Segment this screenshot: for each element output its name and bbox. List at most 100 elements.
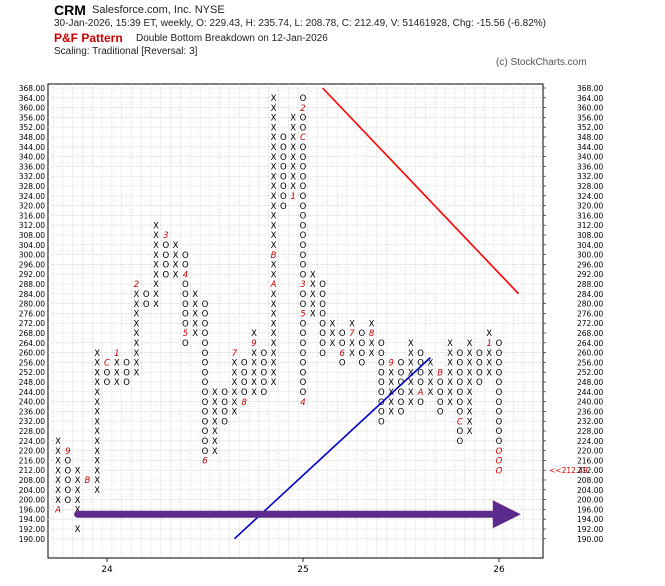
x-box: X <box>271 153 277 163</box>
y-tick-label-left: 268.00 <box>19 329 45 338</box>
x-box: X <box>114 368 120 378</box>
x-box: X <box>329 329 335 339</box>
o-box: O <box>300 241 307 251</box>
o-box: O <box>202 447 209 457</box>
x-box: X <box>173 251 179 261</box>
o-box: 9 <box>65 447 70 457</box>
y-tick-label-right: 280.00 <box>577 300 603 309</box>
y-tick-label-right: 194.00 <box>577 515 603 524</box>
x-box: X <box>55 437 61 447</box>
o-box: O <box>378 368 385 378</box>
y-tick-label-left: 324.00 <box>19 192 45 201</box>
o-box: O <box>456 368 463 378</box>
y-tick-label-left: 194.00 <box>19 515 45 524</box>
o-box: O <box>496 349 503 359</box>
o-box: O <box>496 368 503 378</box>
o-box: O <box>437 378 444 388</box>
x-box: X <box>271 182 277 192</box>
x-tick-label: 24 <box>101 565 113 575</box>
x-tick-label: 26 <box>493 565 505 575</box>
o-box: O <box>280 153 287 163</box>
x-box: X <box>212 427 218 437</box>
y-tick-label-right: 268.00 <box>577 329 603 338</box>
y-tick-label-right: 328.00 <box>577 182 603 191</box>
y-tick-label-left: 292.00 <box>19 270 45 279</box>
o-box: O <box>358 339 365 349</box>
x-box: 7 <box>349 329 355 339</box>
o-box: O <box>202 319 209 329</box>
x-box: X <box>133 300 139 310</box>
y-tick-label-right: 320.00 <box>577 202 603 211</box>
y-tick-label-left: 284.00 <box>19 290 45 299</box>
o-box: O <box>64 496 71 506</box>
x-box: X <box>271 270 277 280</box>
y-tick-label-left: 320.00 <box>19 202 45 211</box>
o-box: O <box>437 408 444 418</box>
x-box: X <box>271 104 277 114</box>
o-box: O <box>280 182 287 192</box>
x-box: X <box>173 261 179 271</box>
trend-arrow-head <box>492 500 521 529</box>
o-box: 3 <box>163 231 168 241</box>
x-box: X <box>94 486 100 496</box>
o-box: O <box>496 447 503 457</box>
o-box: O <box>456 359 463 369</box>
x-box: X <box>231 378 237 388</box>
copyright: (c) StockCharts.com <box>496 57 587 68</box>
y-tick-label-left: 220.00 <box>19 447 45 456</box>
o-box: O <box>202 427 209 437</box>
o-box: O <box>300 143 307 153</box>
x-box: X <box>212 398 218 408</box>
support-trendline <box>233 356 431 540</box>
o-box: O <box>476 368 483 378</box>
o-box: O <box>339 339 346 349</box>
x-box: X <box>271 319 277 329</box>
o-box: O <box>300 261 307 271</box>
o-box: O <box>496 359 503 369</box>
y-tick-label-left: 280.00 <box>19 300 45 309</box>
x-box: X <box>271 261 277 271</box>
x-box: X <box>55 476 61 486</box>
o-box: O <box>319 329 326 339</box>
y-tick-label-right: 208.00 <box>577 476 603 485</box>
o-box: 5 <box>300 310 305 320</box>
x-box: X <box>251 368 257 378</box>
x-box: 9 <box>388 359 393 369</box>
x-box: X <box>447 398 453 408</box>
o-box: O <box>162 251 169 261</box>
o-box: O <box>202 368 209 378</box>
o-box: O <box>260 368 267 378</box>
x-box: X <box>251 378 257 388</box>
x-box: X <box>94 378 100 388</box>
o-box: O <box>260 378 267 388</box>
o-box: O <box>300 251 307 261</box>
x-box: X <box>192 310 198 320</box>
x-box: X <box>467 349 473 359</box>
y-tick-label-right: 232.00 <box>577 417 603 426</box>
x-box: X <box>467 339 473 349</box>
x-box: X <box>94 457 100 467</box>
o-box: O <box>123 359 130 369</box>
x-box: X <box>427 368 433 378</box>
x-box: A <box>270 280 277 290</box>
x-box: X <box>94 476 100 486</box>
o-box: O <box>456 349 463 359</box>
y-tick-label-left: 352.00 <box>19 123 45 132</box>
o-box: O <box>182 339 189 349</box>
o-box: O <box>300 349 307 359</box>
x-box: X <box>94 417 100 427</box>
o-box: O <box>64 457 71 467</box>
y-tick-label-left: 212.00 <box>19 466 45 475</box>
o-box: O <box>300 202 307 212</box>
o-box: O <box>417 349 424 359</box>
y-tick-label-right: 220.00 <box>577 447 603 456</box>
y-tick-label-right: 228.00 <box>577 427 603 436</box>
o-box: A <box>417 388 424 398</box>
x-box: 1 <box>290 192 295 202</box>
o-box: O <box>398 408 405 418</box>
company-name: Salesforce.com, Inc. NYSE <box>92 4 225 16</box>
o-box: O <box>64 476 71 486</box>
o-box: O <box>280 172 287 182</box>
o-box: O <box>476 349 483 359</box>
o-box: O <box>300 378 307 388</box>
